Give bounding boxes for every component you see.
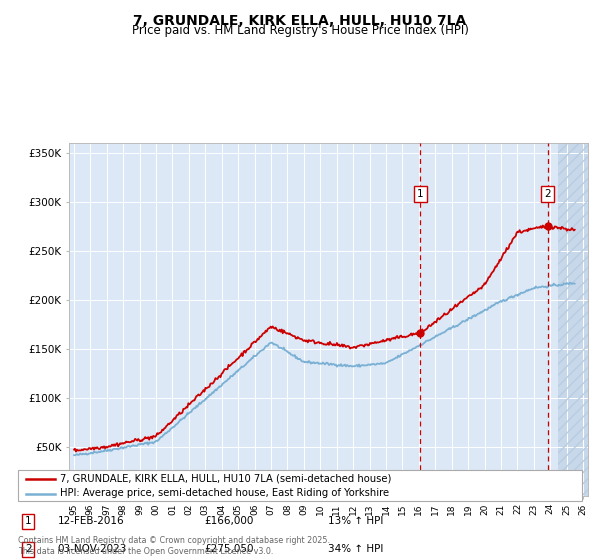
Text: 7, GRUNDALE, KIRK ELLA, HULL, HU10 7LA (semi-detached house): 7, GRUNDALE, KIRK ELLA, HULL, HU10 7LA (… bbox=[60, 474, 392, 484]
Bar bbox=[559, 143, 591, 496]
Text: Price paid vs. HM Land Registry's House Price Index (HPI): Price paid vs. HM Land Registry's House … bbox=[131, 24, 469, 37]
Text: Contains HM Land Registry data © Crown copyright and database right 2025.
This d: Contains HM Land Registry data © Crown c… bbox=[18, 536, 330, 556]
Text: 2: 2 bbox=[25, 544, 31, 554]
Text: 12-FEB-2016: 12-FEB-2016 bbox=[58, 516, 124, 526]
Text: 7, GRUNDALE, KIRK ELLA, HULL, HU10 7LA: 7, GRUNDALE, KIRK ELLA, HULL, HU10 7LA bbox=[133, 14, 467, 28]
Text: £275,050: £275,050 bbox=[204, 544, 254, 554]
Text: HPI: Average price, semi-detached house, East Riding of Yorkshire: HPI: Average price, semi-detached house,… bbox=[60, 488, 389, 498]
Text: 34% ↑ HPI: 34% ↑ HPI bbox=[328, 544, 383, 554]
Text: 1: 1 bbox=[25, 516, 31, 526]
Text: 1: 1 bbox=[417, 189, 424, 199]
Text: 2: 2 bbox=[544, 189, 551, 199]
Text: 13% ↑ HPI: 13% ↑ HPI bbox=[328, 516, 383, 526]
Bar bbox=[559, 143, 591, 496]
FancyBboxPatch shape bbox=[18, 470, 582, 501]
Text: £166,000: £166,000 bbox=[204, 516, 253, 526]
Text: 03-NOV-2023: 03-NOV-2023 bbox=[58, 544, 127, 554]
